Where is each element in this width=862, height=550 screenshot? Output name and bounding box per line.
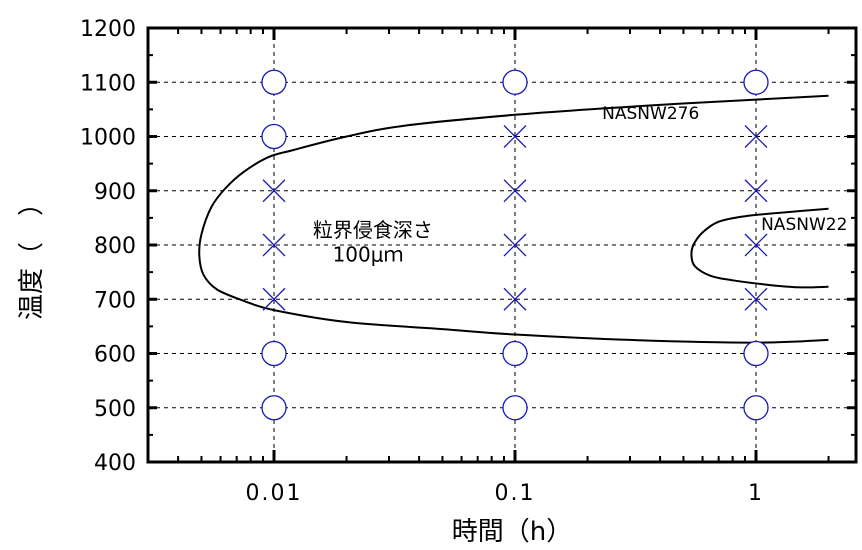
- cross-marker: [503, 125, 527, 148]
- boundary-curve-nasnw276: [198, 94, 829, 344]
- y-tick-label: 600: [94, 343, 136, 368]
- annotation-label: NASNW22: [761, 215, 847, 235]
- x-tick-label: 1: [748, 481, 764, 506]
- y-tick-label: 700: [94, 288, 136, 313]
- cross-marker-stroke: [503, 287, 527, 311]
- boundary-curve-nasnw22: [690, 207, 829, 289]
- cross-marker-stroke: [262, 179, 286, 203]
- circle-marker: [261, 69, 287, 95]
- y-tick-label: 400: [94, 451, 136, 476]
- cross-marker-stroke: [744, 125, 768, 148]
- x-axis-title: 時間（h）: [452, 517, 572, 547]
- cross-marker: [744, 233, 768, 257]
- cross-marker-stroke: [503, 233, 527, 257]
- curve-layer: [198, 94, 829, 344]
- y-tick-label: 1200: [80, 17, 136, 42]
- cross-marker: [262, 179, 286, 203]
- tick-label-layer: 400 500 600 700 800 900 1000 1100 1200 0.01 0.1 1: [80, 17, 764, 506]
- cross-marker: [503, 179, 527, 203]
- x-tick-label: 0.1: [495, 481, 536, 506]
- y-tick-label: 1100: [80, 71, 136, 96]
- circle-marker: [502, 340, 528, 367]
- cross-marker: [744, 125, 768, 148]
- circle-marker: [502, 69, 528, 95]
- x-tick-label: 0.01: [246, 481, 303, 506]
- cross-marker-stroke: [744, 179, 768, 203]
- circle-marker: [261, 395, 287, 421]
- cross-marker-stroke: [503, 179, 527, 203]
- y-tick-label: 1000: [80, 126, 136, 151]
- cross-marker: [744, 287, 768, 311]
- cross-marker-stroke: [744, 233, 768, 257]
- cross-marker-stroke: [744, 287, 768, 311]
- cross-marker-stroke: [262, 233, 286, 257]
- cross-marker: [503, 287, 527, 311]
- y-axis-title: 温度（ ）: [17, 190, 47, 320]
- y-tick-label: 900: [94, 180, 136, 205]
- cross-marker-stroke: [503, 125, 527, 148]
- y-tick-label: 800: [94, 234, 136, 259]
- cross-marker-stroke: [262, 287, 286, 311]
- y-tick-label: 500: [94, 397, 136, 422]
- circle-marker: [743, 340, 769, 367]
- tick-layer: [148, 26, 856, 464]
- circle-marker: [502, 395, 528, 421]
- marker-layer: [261, 69, 769, 421]
- annotation-label: NASNW276: [602, 104, 699, 124]
- circle-marker: [261, 340, 287, 367]
- circle-marker: [743, 69, 769, 95]
- cross-marker: [262, 287, 286, 311]
- cross-marker: [262, 233, 286, 257]
- cross-marker: [503, 233, 527, 257]
- annotation-label: 粒界侵食深さ: [313, 218, 433, 242]
- annotation-label: 100μｍ: [333, 242, 404, 266]
- circle-marker: [261, 123, 287, 150]
- circle-marker: [743, 395, 769, 421]
- cross-marker: [744, 179, 768, 203]
